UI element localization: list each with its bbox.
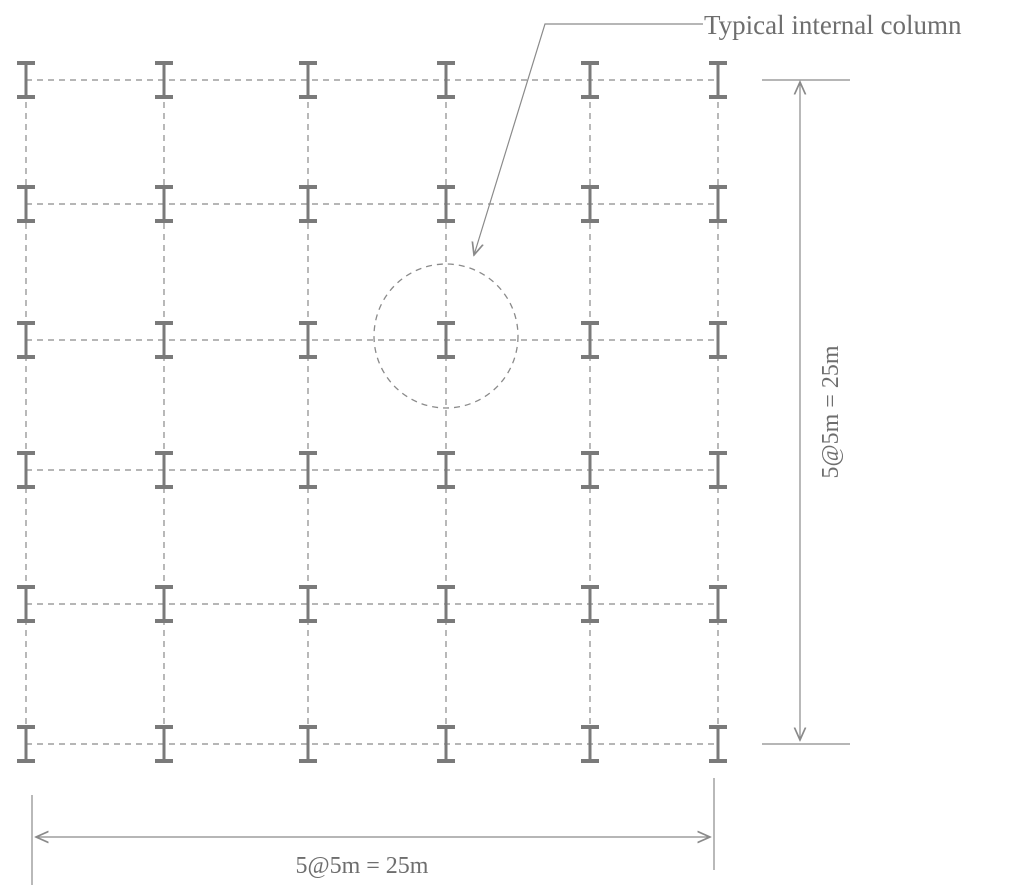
column-web [24,727,28,761]
column-i-section [437,61,455,99]
column-web [306,587,310,621]
column-web [588,727,592,761]
column-i-section [17,725,35,763]
column-i-section [709,321,727,359]
column-i-section [437,185,455,223]
column-i-section [581,321,599,359]
vertical-dimension: 5@5m = 25m [762,79,850,745]
callout: Typical internal column [474,10,962,255]
column-web [444,587,448,621]
column-web [588,63,592,97]
column-web [24,63,28,97]
column-web [162,323,166,357]
column-i-section [299,451,317,489]
column-web [306,187,310,221]
column-i-section [155,61,173,99]
column-i-section [299,185,317,223]
column-web [24,587,28,621]
column-i-section [709,61,727,99]
column-web [306,63,310,97]
column-i-section [709,185,727,223]
column-web [444,727,448,761]
column-web [24,187,28,221]
column-web [588,587,592,621]
column-i-section [299,725,317,763]
column-grid [17,61,727,763]
column-web [162,587,166,621]
column-i-section [709,451,727,489]
column-web [162,453,166,487]
callout-leader-line [474,23,703,255]
column-i-section [437,725,455,763]
column-i-section [581,725,599,763]
vertical-dimension-label: 5@5m = 25m [818,345,844,478]
column-web [716,587,720,621]
column-i-section [155,725,173,763]
column-i-section [581,185,599,223]
column-i-section [17,585,35,623]
column-web [162,727,166,761]
column-i-section [155,321,173,359]
column-i-section [437,321,455,359]
column-i-section [299,61,317,99]
typical-column-highlight-circle [373,263,519,409]
column-web [588,323,592,357]
column-i-section [299,585,317,623]
column-web [716,727,720,761]
column-web [306,323,310,357]
column-i-section [155,585,173,623]
column-i-section [17,451,35,489]
callout-label: Typical internal column [704,10,962,40]
column-i-section [299,321,317,359]
column-i-section [581,61,599,99]
column-i-section [437,585,455,623]
column-web [716,453,720,487]
grid-lines [25,79,719,745]
column-web [162,187,166,221]
column-i-section [17,185,35,223]
column-web [24,323,28,357]
column-web [444,187,448,221]
column-web [306,453,310,487]
column-web [444,323,448,357]
column-web [444,63,448,97]
column-i-section [581,585,599,623]
column-web [162,63,166,97]
horizontal-dimension-label: 5@5m = 25m [296,853,429,879]
column-i-section [709,725,727,763]
column-web [24,453,28,487]
column-web [716,187,720,221]
column-i-section [155,185,173,223]
column-web [588,453,592,487]
column-i-section [17,321,35,359]
column-web [444,453,448,487]
horizontal-dimension: 5@5m = 25m [31,778,715,885]
column-web [716,323,720,357]
column-i-section [17,61,35,99]
column-i-section [437,451,455,489]
column-web [716,63,720,97]
column-i-section [155,451,173,489]
column-i-section [709,585,727,623]
column-i-section [581,451,599,489]
column-web [306,727,310,761]
column-web [588,187,592,221]
